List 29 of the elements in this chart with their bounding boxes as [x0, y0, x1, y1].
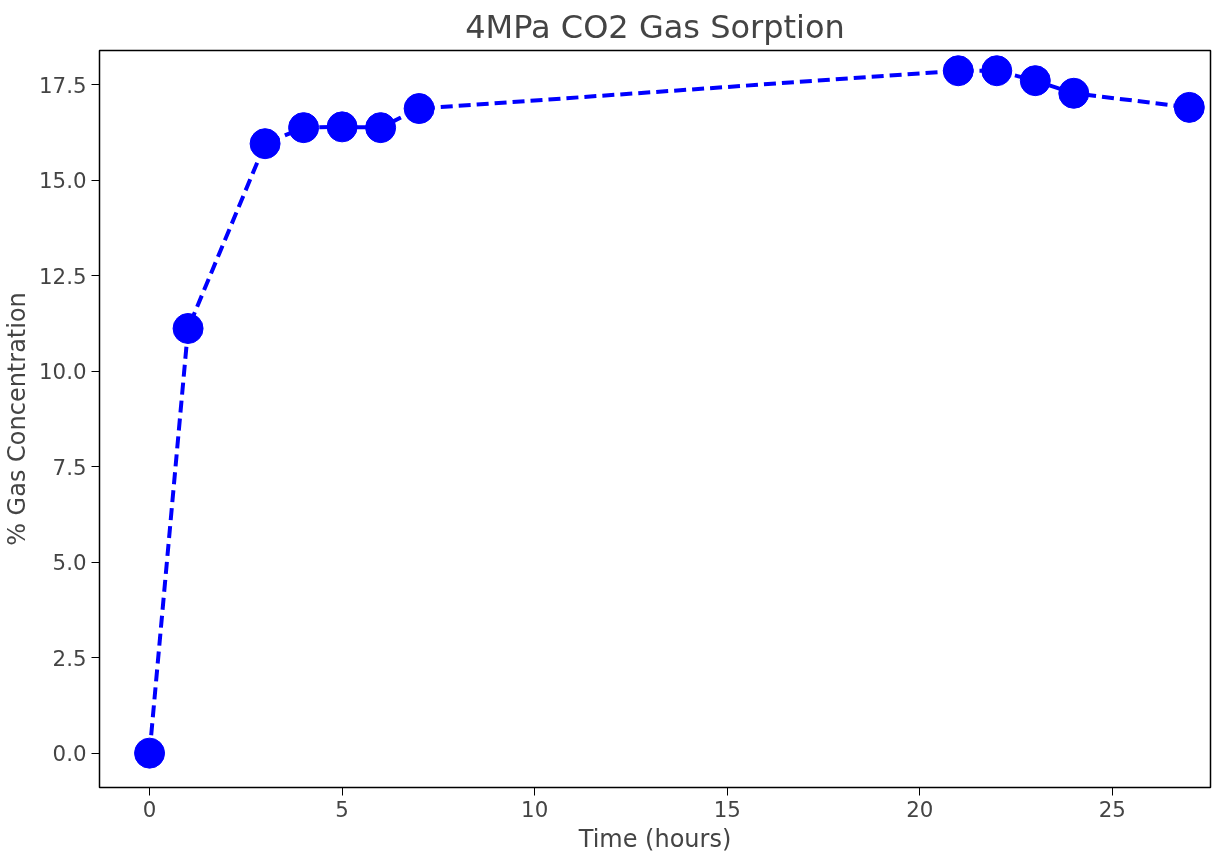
- x-axis-title: Time (hours): [577, 824, 732, 853]
- y-tick-label: 7.5: [52, 454, 87, 480]
- point: [249, 128, 281, 160]
- y-tick-label: 17.5: [39, 72, 87, 98]
- point: [942, 55, 974, 87]
- point: [403, 93, 435, 125]
- y-axis-title: % Gas Concentration: [3, 292, 32, 546]
- point: [1058, 77, 1090, 109]
- point: [134, 737, 166, 769]
- x-tick-label: 15: [713, 796, 741, 822]
- x-tick-label: 0: [142, 796, 157, 822]
- y-tick-label: 10.0: [39, 359, 87, 385]
- y-tick-label: 15.0: [39, 168, 87, 194]
- point: [981, 55, 1013, 87]
- y-tick-label: 0.0: [52, 741, 87, 767]
- x-tick-label: 10: [521, 796, 549, 822]
- x-tick-label: 25: [1098, 796, 1126, 822]
- point: [326, 111, 358, 143]
- x-tick-label: 20: [906, 796, 934, 822]
- point: [1019, 65, 1051, 97]
- x-tick-label: 5: [335, 796, 349, 822]
- y-tick-label: 5.0: [52, 550, 87, 576]
- point: [1173, 91, 1205, 123]
- point: [288, 112, 320, 144]
- point: [365, 112, 397, 144]
- y-tick-label: 2.5: [52, 645, 87, 671]
- point: [172, 313, 204, 344]
- y-tick-label: 12.5: [39, 263, 87, 289]
- chart-title: 4MPa CO2 Gas Sorption: [465, 7, 845, 46]
